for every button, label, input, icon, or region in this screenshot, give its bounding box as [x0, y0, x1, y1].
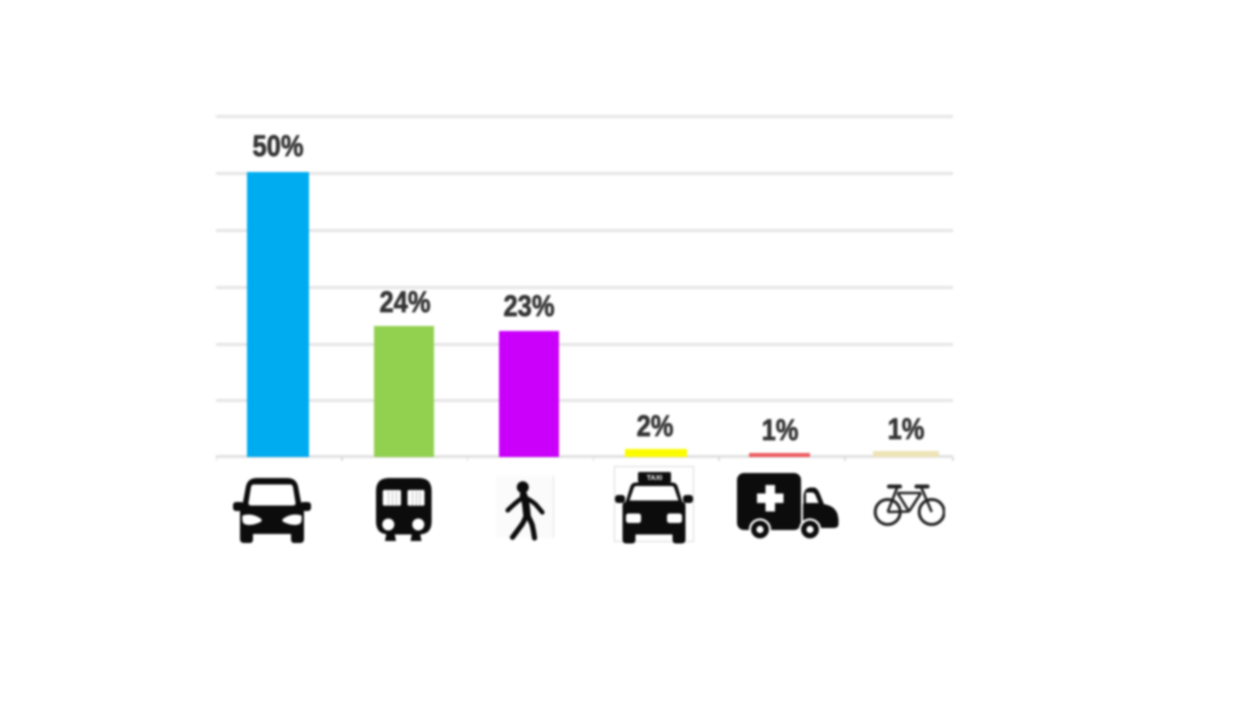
svg-text:TAXI: TAXI	[647, 475, 662, 482]
